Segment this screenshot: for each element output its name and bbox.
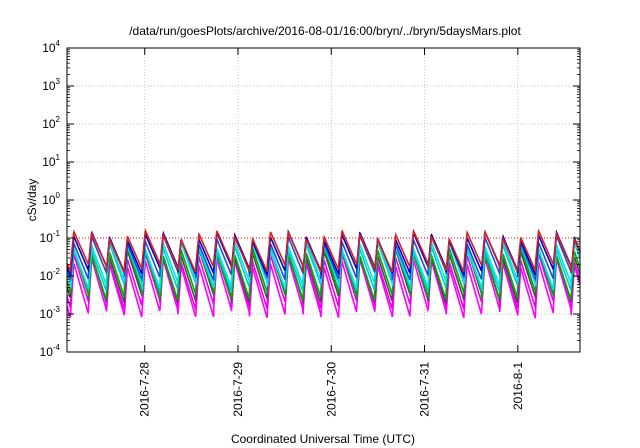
- y-tick-label: 10-3: [40, 305, 61, 321]
- y-tick-label: 100: [42, 191, 60, 207]
- x-tick-label: 2016-7-30: [324, 362, 338, 417]
- y-tick-label: 10-2: [40, 267, 61, 283]
- x-axis-label: Coordinated Universal Time (UTC): [231, 432, 415, 446]
- x-tick-label: 2016-7-28: [138, 362, 152, 417]
- x-tick-label: 2016-7-31: [418, 362, 432, 417]
- plot-frame: [66, 47, 581, 353]
- y-tick-label: 101: [42, 153, 60, 169]
- grid: [67, 48, 580, 352]
- y-tick-label: 10-4: [40, 343, 61, 359]
- x-tick-label: 2016-7-29: [231, 362, 245, 417]
- y-tick-label: 103: [42, 77, 60, 93]
- y-axis-label: cSv/day: [25, 179, 39, 222]
- x-tick-label: 2016-8-1: [511, 362, 525, 410]
- y-tick-label: 10-1: [40, 229, 61, 245]
- chart-title: /data/run/goesPlots/archive/2016-08-01/1…: [129, 24, 521, 38]
- y-tick-label: 102: [42, 115, 60, 131]
- y-axis: 10-4 10-3 10-2 10-1 100 101 102 103 104: [40, 39, 580, 359]
- series-group: [66, 227, 581, 319]
- x-axis: 2016-7-28 2016-7-29 2016-7-30 2016-7-31 2016…: [138, 48, 525, 417]
- y-tick-label: 104: [42, 39, 60, 55]
- series-line: [66, 227, 581, 275]
